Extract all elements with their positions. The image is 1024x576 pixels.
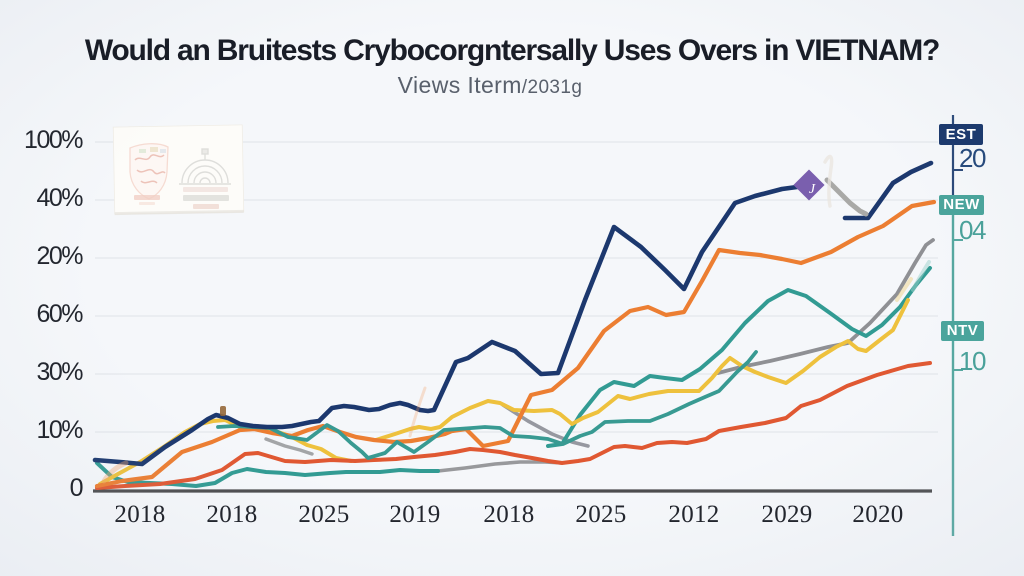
- svg-text:J: J: [809, 182, 816, 197]
